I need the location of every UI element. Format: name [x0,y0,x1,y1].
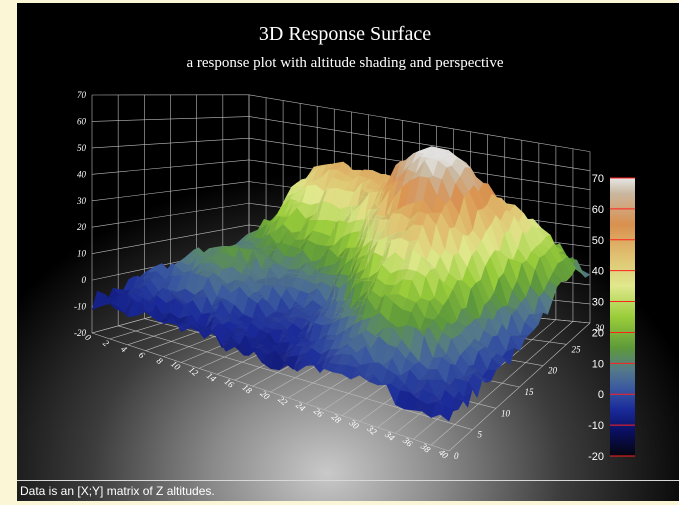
colorbar-tick-label: -10 [588,420,604,432]
response-surface-chart: 3D Response Surface a response plot with… [74,23,635,463]
surface-facet [439,405,454,422]
x-tick-label: 6 [137,350,147,361]
z-tick-label: -20 [74,328,86,338]
x-tick-label: 2 [101,338,111,349]
z-tick-label: 60 [77,116,87,126]
z-tick-label: 30 [76,196,87,206]
colorbar-tick-label: 0 [598,389,604,401]
x-tick-label: 4 [119,344,129,355]
x-tick-label: 8 [155,356,165,367]
x-tick-label: 12 [187,364,201,378]
x-tick-label: 20 [258,388,272,402]
chart-title: 3D Response Surface [259,23,431,45]
chart-subtitle: a response plot with altitude shading an… [187,55,504,71]
y-tick-label: 25 [572,344,582,354]
y-tick-label: 0 [454,451,459,461]
colorbar-tick-label: 70 [592,173,604,185]
grid-line-floor-y [118,325,473,430]
colorbar-gradient [610,178,635,456]
x-tick-label: 34 [383,429,397,443]
colorbar-tick-label: 60 [592,204,604,216]
x-tick-label: 16 [223,376,237,390]
x-tick-label: 22 [276,394,290,408]
colorbar-tick-label: 10 [592,358,604,370]
grid-line-back-z [248,94,591,152]
x-tick-label: 32 [365,423,379,437]
colorbar-tick-label: 30 [592,297,604,309]
z-tick-label: 0 [82,275,87,285]
surface-layer [91,146,591,422]
x-tick-label: 36 [400,435,414,449]
grid-line-back-z [248,116,591,171]
x-tick-label: 38 [418,441,432,455]
x-tick-label: 14 [205,370,219,384]
x-tick-label: 40 [437,447,451,461]
x-tick-label: 10 [169,359,183,373]
footer-note: Data is an [X;Y] matrix of Z altitudes. [17,480,679,501]
x-tick-label: 30 [347,417,361,431]
z-tick-label: 10 [77,249,87,259]
colorbar-tick-label: 20 [592,327,604,339]
y-tick-label: 20 [548,366,558,376]
y-tick-label: 10 [501,408,511,418]
z-tick-label: 70 [77,90,87,100]
y-tick-label: 15 [525,387,535,397]
chart-frame: 3D Response Surface a response plot with… [17,3,679,501]
x-tick-label: 28 [330,412,344,426]
y-tick-label: 5 [478,430,483,440]
z-tick-label: 40 [77,169,87,179]
z-tick-label: -10 [74,302,86,312]
x-tick-label: 18 [240,382,254,396]
grid-line-floor-y [91,332,450,452]
colorbar-tick-label: 40 [592,266,604,278]
x-tick-label: 26 [312,406,326,420]
colorbar-tick-label: -20 [588,451,604,463]
z-tick-label: 50 [77,143,87,153]
z-tick-label: 20 [77,222,87,232]
x-tick-label: 0 [83,332,93,343]
x-tick-label: 24 [294,400,308,414]
colorbar-tick-label: 50 [592,235,604,247]
y-tick-label: 30 [594,323,605,333]
